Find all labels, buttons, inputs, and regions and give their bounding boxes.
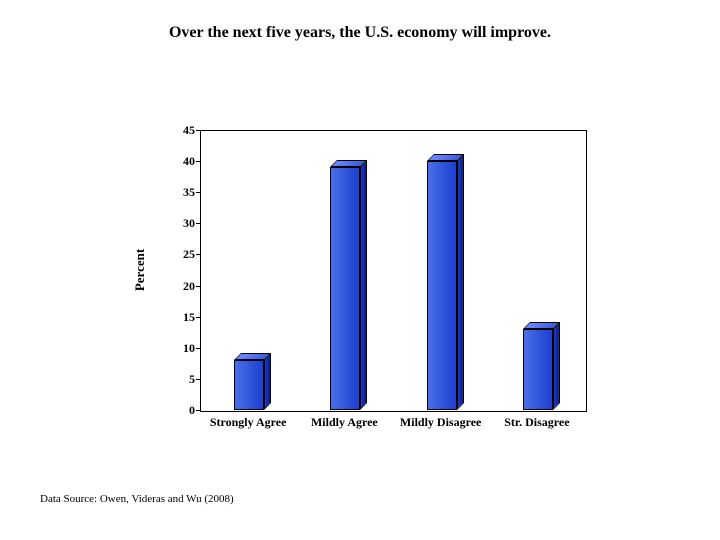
y-tick-label: 5 [155, 372, 195, 387]
y-tick-label: 25 [155, 247, 195, 262]
bar-side [264, 353, 271, 410]
y-tick-label: 15 [155, 310, 195, 325]
y-tick-mark [196, 161, 200, 162]
y-tick-mark [196, 379, 200, 380]
bar-side [457, 154, 464, 410]
x-tick-label: Strongly Agree [210, 415, 287, 430]
y-tick-mark [196, 192, 200, 193]
y-tick-label: 30 [155, 216, 195, 231]
bar-front [523, 329, 553, 410]
y-tick-mark [196, 348, 200, 349]
x-tick-label: Mildly Disagree [400, 415, 481, 430]
x-tick-label: Mildly Agree [311, 415, 378, 430]
x-tick-label: Str. Disagree [504, 415, 569, 430]
y-tick-mark [196, 130, 200, 131]
y-tick-mark [196, 286, 200, 287]
y-tick-label: 40 [155, 154, 195, 169]
bar-front [330, 167, 360, 410]
y-tick-label: 35 [155, 185, 195, 200]
y-tick-mark [196, 223, 200, 224]
chart-title: Over the next five years, the U.S. econo… [0, 24, 720, 42]
y-tick-label: 10 [155, 341, 195, 356]
bar-side [553, 322, 560, 410]
y-tick-label: 0 [155, 403, 195, 418]
y-tick-mark [196, 317, 200, 318]
data-source-text: Data Source: Owen, Videras and Wu (2008) [40, 493, 234, 505]
y-tick-mark [196, 410, 200, 411]
y-axis-label: Percent [132, 249, 148, 291]
bar-front [234, 360, 264, 410]
chart-area: Percent 051015202530354045 Strongly Agre… [145, 130, 585, 430]
bar-front [427, 161, 457, 410]
y-tick-label: 20 [155, 279, 195, 294]
plot-area [200, 130, 587, 412]
bar-side [360, 160, 367, 410]
y-tick-mark [196, 254, 200, 255]
y-tick-label: 45 [155, 123, 195, 138]
